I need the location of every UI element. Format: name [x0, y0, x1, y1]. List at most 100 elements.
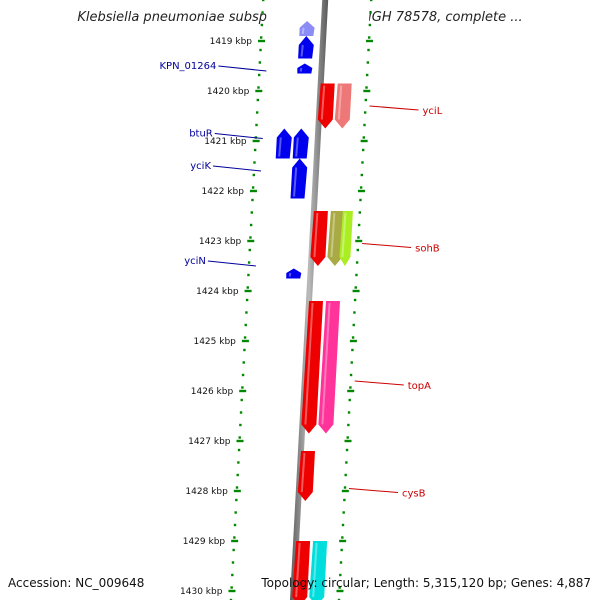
- forward-gene-arrow[interactable]: [299, 21, 315, 36]
- outer-scale-dot: [339, 561, 343, 564]
- right-label-leader: [354, 380, 404, 386]
- scale-tick-label: 1423 kbp: [199, 237, 242, 247]
- backbone-line: [289, 0, 329, 600]
- outer-scale-dot: [365, 73, 369, 77]
- gene-arrow-shine: [299, 67, 303, 72]
- outer-scale-dot: [359, 186, 363, 189]
- inner-scale-dot: [237, 461, 240, 464]
- right-gene-label[interactable]: cysB: [402, 489, 426, 500]
- outer-scale-dot: [366, 61, 370, 64]
- gene-arrow-shine: [321, 302, 331, 425]
- inner-scale-dot: [250, 211, 253, 214]
- inner-scale-dot: [241, 386, 244, 389]
- outer-scale-dot: [345, 448, 349, 452]
- forward-gene-arrow[interactable]: [292, 128, 309, 159]
- inner-scale-dot: [245, 298, 249, 302]
- reverse-gene-arrow[interactable]: [339, 211, 353, 266]
- inner-scale-dot: [243, 336, 247, 339]
- outer-scale-dot: [341, 536, 344, 539]
- gene-arrow-shine: [301, 27, 305, 35]
- reverse-gene-arrow[interactable]: [310, 211, 328, 266]
- gene-arrow-shine: [300, 452, 306, 493]
- inner-scale-dot: [230, 586, 233, 589]
- reverse-gene-arrow[interactable]: [318, 301, 340, 434]
- outer-scale-dot: [364, 98, 368, 102]
- left-gene-label[interactable]: yciK: [190, 161, 211, 172]
- inner-scale-dot: [235, 486, 239, 489]
- scale-tick-label: 1428 kbp: [185, 487, 228, 497]
- scale-tick-label: 1420 kbp: [207, 87, 250, 97]
- outer-scale-dot: [369, 11, 372, 14]
- reverse-gene-arrow[interactable]: [301, 301, 323, 434]
- reverse-gene-arrow[interactable]: [317, 83, 335, 129]
- reverse-gene-arrow[interactable]: [297, 451, 315, 501]
- feature-track: [275, 21, 353, 600]
- inner-scale-dot: [249, 223, 253, 227]
- outer-scale-dot: [360, 173, 364, 177]
- forward-gene-arrow[interactable]: [298, 36, 314, 59]
- gene-arrow-shine: [293, 167, 298, 197]
- topology-summary: Topology: circular; Length: 5,315,120 bp…: [261, 576, 591, 590]
- inner-scale-dot: [245, 311, 248, 314]
- outer-scale-dot: [347, 411, 351, 414]
- forward-gene-arrow[interactable]: [275, 128, 292, 159]
- left-label-leader: [207, 260, 256, 267]
- scale-tick-label: 1429 kbp: [183, 537, 226, 547]
- scale-tick-label: 1421 kbp: [204, 137, 247, 147]
- outer-scale-dot: [343, 498, 346, 502]
- inner-scale-dot: [256, 98, 260, 102]
- outer-scale-dot: [363, 123, 366, 127]
- outer-scale-dot: [368, 23, 372, 27]
- inner-scale-dot: [244, 323, 247, 327]
- inner-scale-dot: [234, 511, 237, 514]
- outer-scale-dot: [347, 423, 350, 427]
- forward-gene-arrow[interactable]: [286, 268, 302, 279]
- inner-scale-dot: [259, 36, 263, 39]
- outer-scale-dot: [367, 48, 370, 52]
- outer-scale-dot: [361, 148, 365, 152]
- inner-scale-dot: [243, 348, 246, 352]
- inner-scale-dot: [257, 86, 260, 89]
- reverse-gene-arrow[interactable]: [334, 83, 352, 129]
- left-label-leader: [214, 133, 263, 139]
- outer-scale-dot: [362, 136, 366, 139]
- inner-scale-dot: [232, 548, 235, 552]
- outer-scale-dot: [345, 461, 348, 464]
- inner-scale-dot: [262, 0, 265, 2]
- inner-scale-dot: [249, 236, 252, 239]
- inner-scale-dot: [258, 61, 262, 64]
- right-gene-label[interactable]: yciL: [423, 106, 443, 117]
- inner-scale-dot: [239, 423, 242, 427]
- reverse-gene-arrow[interactable]: [292, 541, 311, 600]
- inner-scale-dot: [259, 48, 262, 52]
- inner-scale-dot: [242, 361, 245, 364]
- outer-scale-dot: [337, 598, 341, 600]
- right-gene-label[interactable]: topA: [408, 381, 431, 392]
- scale-tick-label: 1430 kbp: [180, 587, 223, 597]
- right-gene-label[interactable]: sohB: [415, 244, 440, 255]
- inner-scale-dot: [247, 273, 250, 277]
- scale-tick-label: 1426 kbp: [191, 387, 234, 397]
- outer-scale-dot: [348, 398, 351, 402]
- scale-tick-label: 1424 kbp: [196, 287, 239, 297]
- inner-scale-dot: [253, 161, 256, 164]
- gene-arrow-shine: [341, 212, 347, 258]
- inner-scale-dot: [229, 598, 233, 600]
- inner-scale-dot: [233, 536, 236, 539]
- left-gene-label[interactable]: btuR: [189, 129, 213, 140]
- reverse-gene-arrow[interactable]: [309, 541, 328, 600]
- forward-gene-arrow[interactable]: [290, 158, 308, 199]
- outer-scale-dot: [354, 286, 357, 289]
- gene-arrow-shine: [295, 137, 299, 157]
- inner-scale-dot: [238, 436, 241, 439]
- scale-tick-label: 1425 kbp: [193, 337, 236, 347]
- right-label-leader: [348, 488, 399, 493]
- left-label-leader: [212, 165, 262, 172]
- right-label-leader: [362, 243, 412, 248]
- inner-scale-dot: [261, 11, 264, 14]
- left-gene-label[interactable]: KPN_01264: [159, 61, 216, 72]
- left-gene-label[interactable]: yciN: [184, 256, 206, 267]
- ring-band: [234, 0, 371, 600]
- forward-gene-arrow[interactable]: [297, 63, 313, 74]
